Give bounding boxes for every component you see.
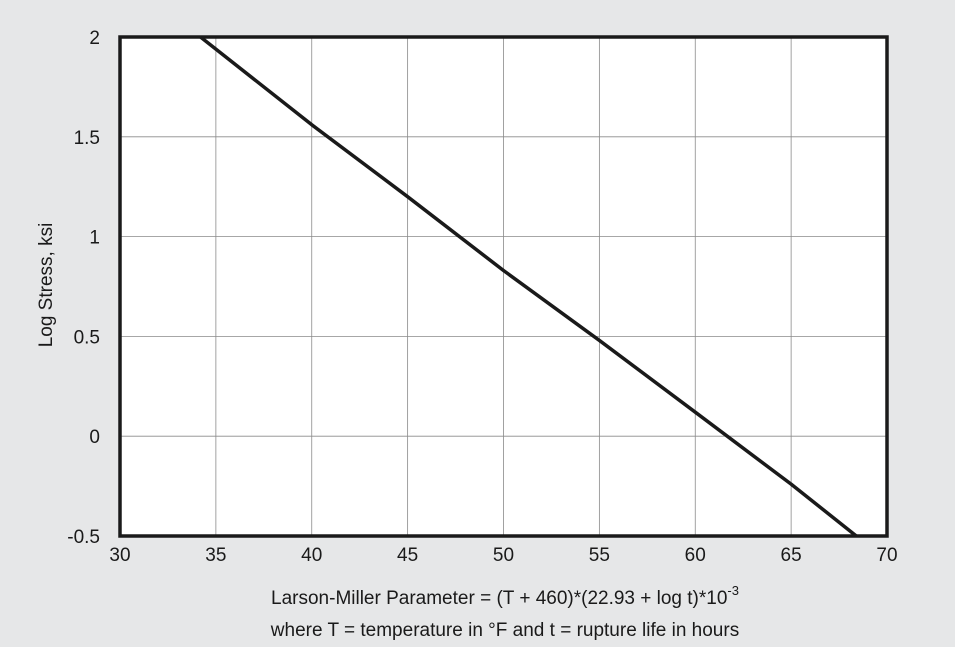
x-tick-label: 40 (301, 545, 322, 566)
x-tick-labels: 30 35 40 45 50 55 60 65 70 (109, 545, 897, 566)
series-group (199, 35, 858, 538)
y-tick-label: 0 (89, 427, 100, 448)
y-tick-label: 2 (89, 28, 100, 49)
x-tick-label: 35 (205, 545, 226, 566)
y-tick-label: 1 (89, 228, 100, 249)
x-tick-label: 50 (493, 545, 514, 566)
x-axis-label-line1: Larson-Miller Parameter = (T + 460)*(22.… (271, 583, 739, 609)
y-axis-label: Log Stress, ksi (36, 223, 57, 348)
y-tick-labels: -0.5 0 0.5 1 1.5 2 (67, 28, 100, 548)
x-tick-label: 70 (876, 545, 897, 566)
x-axis-label-exponent: -3 (727, 583, 739, 598)
x-tick-label: 45 (397, 545, 418, 566)
x-axis-label-main: Larson-Miller Parameter = (T + 460)*(22.… (271, 588, 727, 609)
x-tick-label: 30 (109, 545, 130, 566)
x-tick-label: 60 (685, 545, 706, 566)
x-tick-label: 55 (589, 545, 610, 566)
x-tick-label: 65 (781, 545, 802, 566)
y-tick-label: 0.5 (74, 327, 100, 348)
grid-vertical (215, 37, 792, 536)
y-tick-label: -0.5 (67, 527, 100, 548)
y-tick-label: 1.5 (74, 128, 100, 149)
series-line (199, 35, 858, 538)
grid-horizontal (120, 136, 887, 437)
plot-frame (118, 35, 889, 538)
x-axis-label-line2: where T = temperature in °F and t = rupt… (270, 620, 739, 641)
